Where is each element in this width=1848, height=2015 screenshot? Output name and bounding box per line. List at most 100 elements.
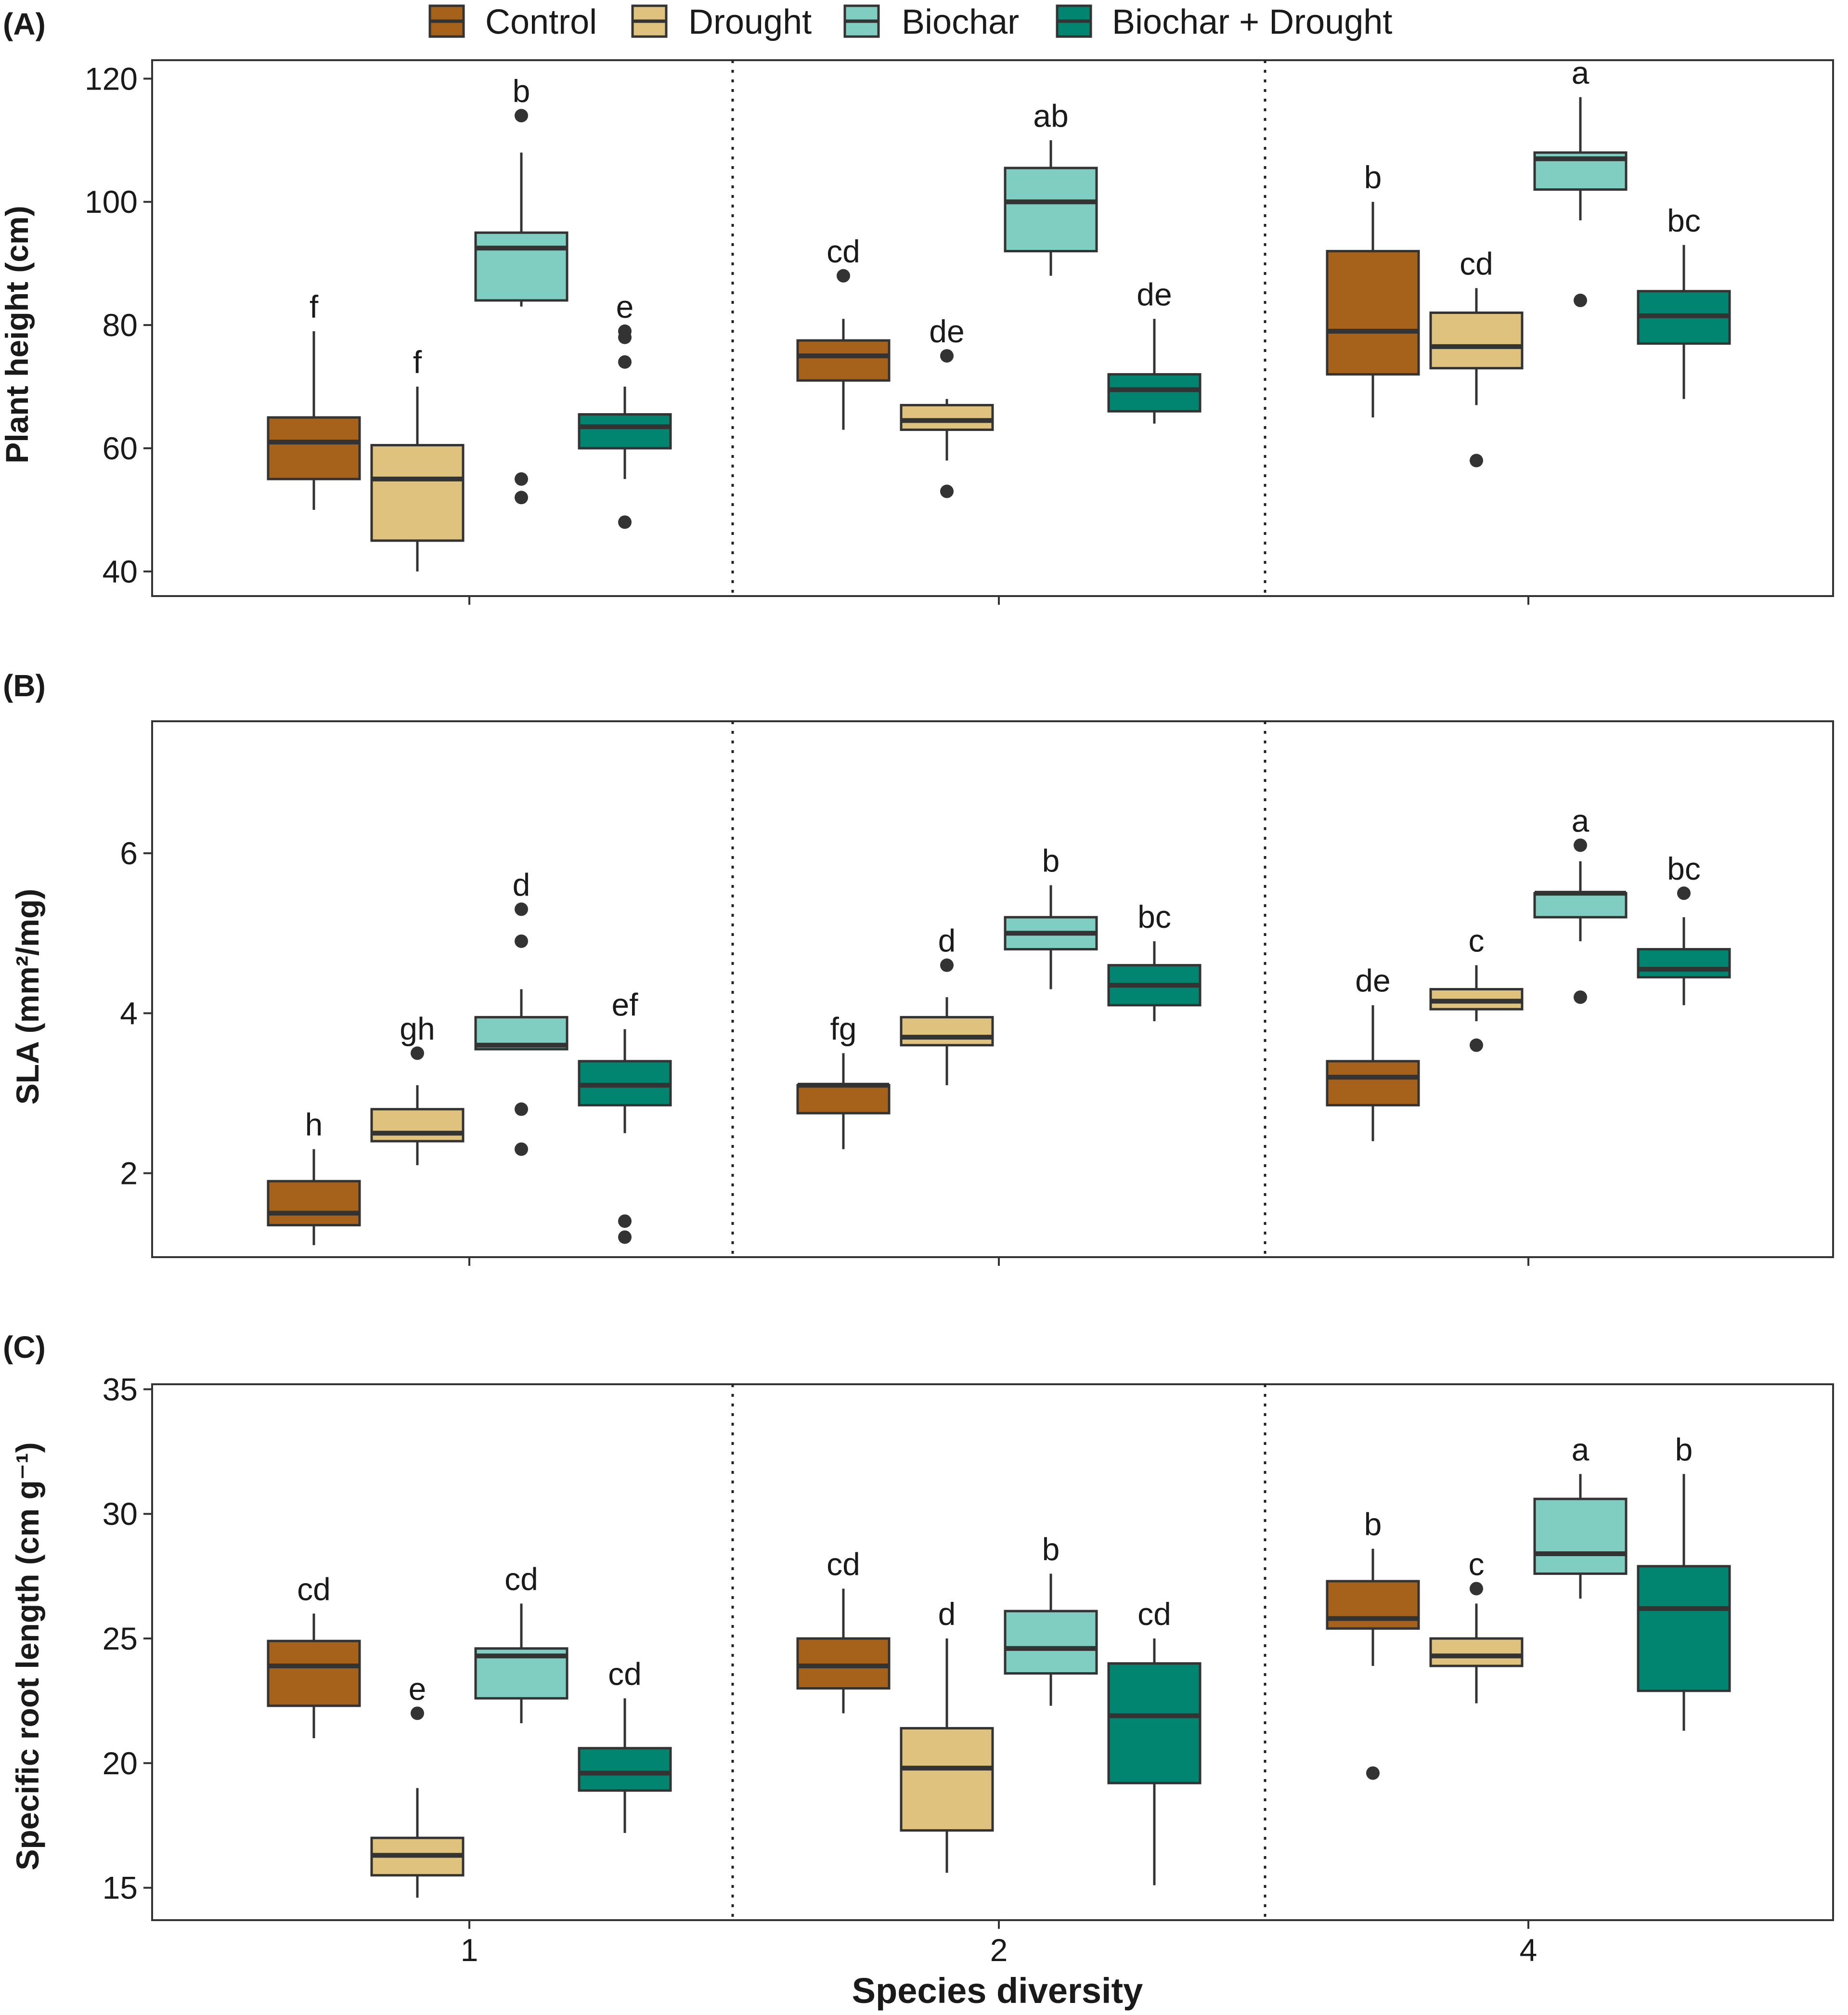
box-group: a bbox=[1533, 55, 1628, 307]
y-tick-label: 6 bbox=[120, 835, 138, 871]
box-group: bc bbox=[1637, 851, 1731, 1005]
plot-frame-a bbox=[151, 59, 1834, 597]
legend-label-biochar-drought: Biochar + Drought bbox=[1112, 3, 1392, 41]
y-axis-c: 15 20 25 30 35 bbox=[103, 1371, 152, 1906]
box-iqr bbox=[1637, 948, 1731, 979]
y-tick-label: 35 bbox=[103, 1371, 138, 1407]
y-tick-label: 4 bbox=[120, 995, 138, 1031]
y-axis-title-c: Specific root length (cm g⁻¹) bbox=[10, 1442, 45, 1870]
box-group: d bbox=[474, 867, 569, 1156]
box-group: b bbox=[1004, 843, 1098, 989]
box-iqr bbox=[900, 403, 994, 431]
box-group: fg bbox=[796, 1011, 891, 1149]
box-group: cd bbox=[578, 1656, 672, 1833]
significance-letter: d bbox=[938, 923, 956, 959]
significance-letter: de bbox=[929, 313, 964, 349]
x-ticks-b bbox=[468, 1257, 1529, 1266]
boxes-c: cd e cd cd cd d b cd b c a b bbox=[267, 1431, 1731, 1898]
box-iqr bbox=[796, 1084, 891, 1115]
x-axis-title: Species diversity bbox=[852, 1971, 1143, 2011]
box-iqr bbox=[370, 444, 465, 542]
x-ticks-a bbox=[468, 596, 1529, 605]
significance-letter: a bbox=[1572, 803, 1590, 838]
x-tick-label: 2 bbox=[990, 1932, 1008, 1968]
box-iqr bbox=[474, 231, 569, 302]
legend-label-control: Control bbox=[485, 3, 597, 41]
y-tick-label: 2 bbox=[120, 1156, 138, 1191]
box-iqr bbox=[796, 1637, 891, 1690]
significance-letter: b bbox=[1675, 1431, 1693, 1467]
box-group: bc bbox=[1107, 899, 1202, 1021]
significance-letter: d bbox=[938, 1596, 956, 1632]
box-group: cd bbox=[267, 1571, 361, 1739]
outlier-point bbox=[1366, 1766, 1380, 1780]
outlier-point bbox=[1677, 886, 1691, 900]
significance-letter: cd bbox=[1137, 1596, 1171, 1632]
panel-c: (C) Specific root length (cm g⁻¹) 15 20 25… bbox=[3, 1330, 1834, 1968]
outlier-point bbox=[940, 958, 954, 972]
significance-letter: a bbox=[1572, 55, 1590, 91]
outlier-point bbox=[837, 269, 850, 283]
significance-letter: cd bbox=[297, 1571, 331, 1607]
significance-letter: c bbox=[1469, 1546, 1485, 1582]
box-group: e bbox=[578, 289, 672, 529]
outlier-point bbox=[1574, 990, 1587, 1004]
box-iqr bbox=[1533, 892, 1628, 919]
significance-letter: fg bbox=[830, 1011, 856, 1046]
plot-frame-b bbox=[151, 720, 1834, 1258]
legend-label-biochar: Biochar bbox=[902, 3, 1019, 41]
box-group: cd bbox=[474, 1561, 569, 1724]
significance-letter: e bbox=[616, 289, 634, 325]
box-group: gh bbox=[370, 1011, 465, 1165]
box-group: de bbox=[900, 313, 994, 498]
panel-b: (B) SLA (mm²/mg) 2 4 6 h gh d ef fg d b bc de c a bc bbox=[3, 668, 1834, 1266]
significance-letter: f bbox=[413, 344, 422, 380]
box-group: de bbox=[1326, 963, 1420, 1142]
box-group: cd bbox=[1107, 1596, 1202, 1885]
significance-letter: a bbox=[1572, 1431, 1590, 1467]
box-iqr bbox=[900, 1016, 994, 1047]
box-iqr bbox=[1637, 1565, 1731, 1692]
panel-tag-b: (B) bbox=[3, 668, 46, 703]
outlier-point bbox=[1574, 838, 1587, 852]
significance-letter: b bbox=[1042, 1531, 1060, 1567]
box-iqr bbox=[1326, 1060, 1420, 1106]
significance-letter: b bbox=[1364, 1507, 1382, 1542]
box-group: ab bbox=[1004, 98, 1098, 276]
box-group: h bbox=[267, 1107, 361, 1246]
outlier-point bbox=[515, 491, 528, 505]
panel-tag-c: (C) bbox=[3, 1330, 46, 1365]
significance-letter: e bbox=[409, 1671, 426, 1706]
outlier-point bbox=[515, 109, 528, 123]
box-group: b bbox=[1326, 1507, 1420, 1780]
box-iqr bbox=[1004, 167, 1098, 253]
x-tick-label: 4 bbox=[1520, 1932, 1538, 1968]
outlier-point bbox=[1470, 1038, 1483, 1052]
box-iqr bbox=[1004, 1610, 1098, 1675]
outlier-point bbox=[411, 1706, 424, 1720]
box-group: cd bbox=[796, 234, 891, 430]
box-iqr bbox=[1107, 1662, 1202, 1784]
significance-letter: cd bbox=[827, 234, 860, 269]
y-tick-label: 60 bbox=[103, 430, 138, 466]
significance-letter: b bbox=[1042, 843, 1060, 879]
significance-letter: ab bbox=[1033, 98, 1068, 133]
box-iqr bbox=[267, 416, 361, 481]
y-tick-label: 15 bbox=[103, 1870, 138, 1906]
y-tick-label: 80 bbox=[103, 307, 138, 343]
box-iqr bbox=[1429, 1637, 1524, 1667]
significance-letter: b bbox=[513, 73, 530, 109]
y-tick-label: 100 bbox=[85, 184, 138, 220]
box-group: d bbox=[900, 923, 994, 1085]
boxes-b: h gh d ef fg d b bc de c a bc bbox=[267, 803, 1731, 1246]
y-tick-label: 120 bbox=[85, 61, 138, 96]
y-axis-a: 40 60 80 100 120 bbox=[85, 61, 152, 589]
significance-letter: bc bbox=[1667, 203, 1701, 238]
significance-letter: c bbox=[1469, 923, 1485, 959]
box-group: f bbox=[370, 344, 465, 572]
box-iqr bbox=[796, 339, 891, 382]
panel-tag-a: (A) bbox=[3, 7, 46, 41]
outlier-point bbox=[618, 1214, 632, 1228]
box-group: a bbox=[1533, 1431, 1628, 1599]
